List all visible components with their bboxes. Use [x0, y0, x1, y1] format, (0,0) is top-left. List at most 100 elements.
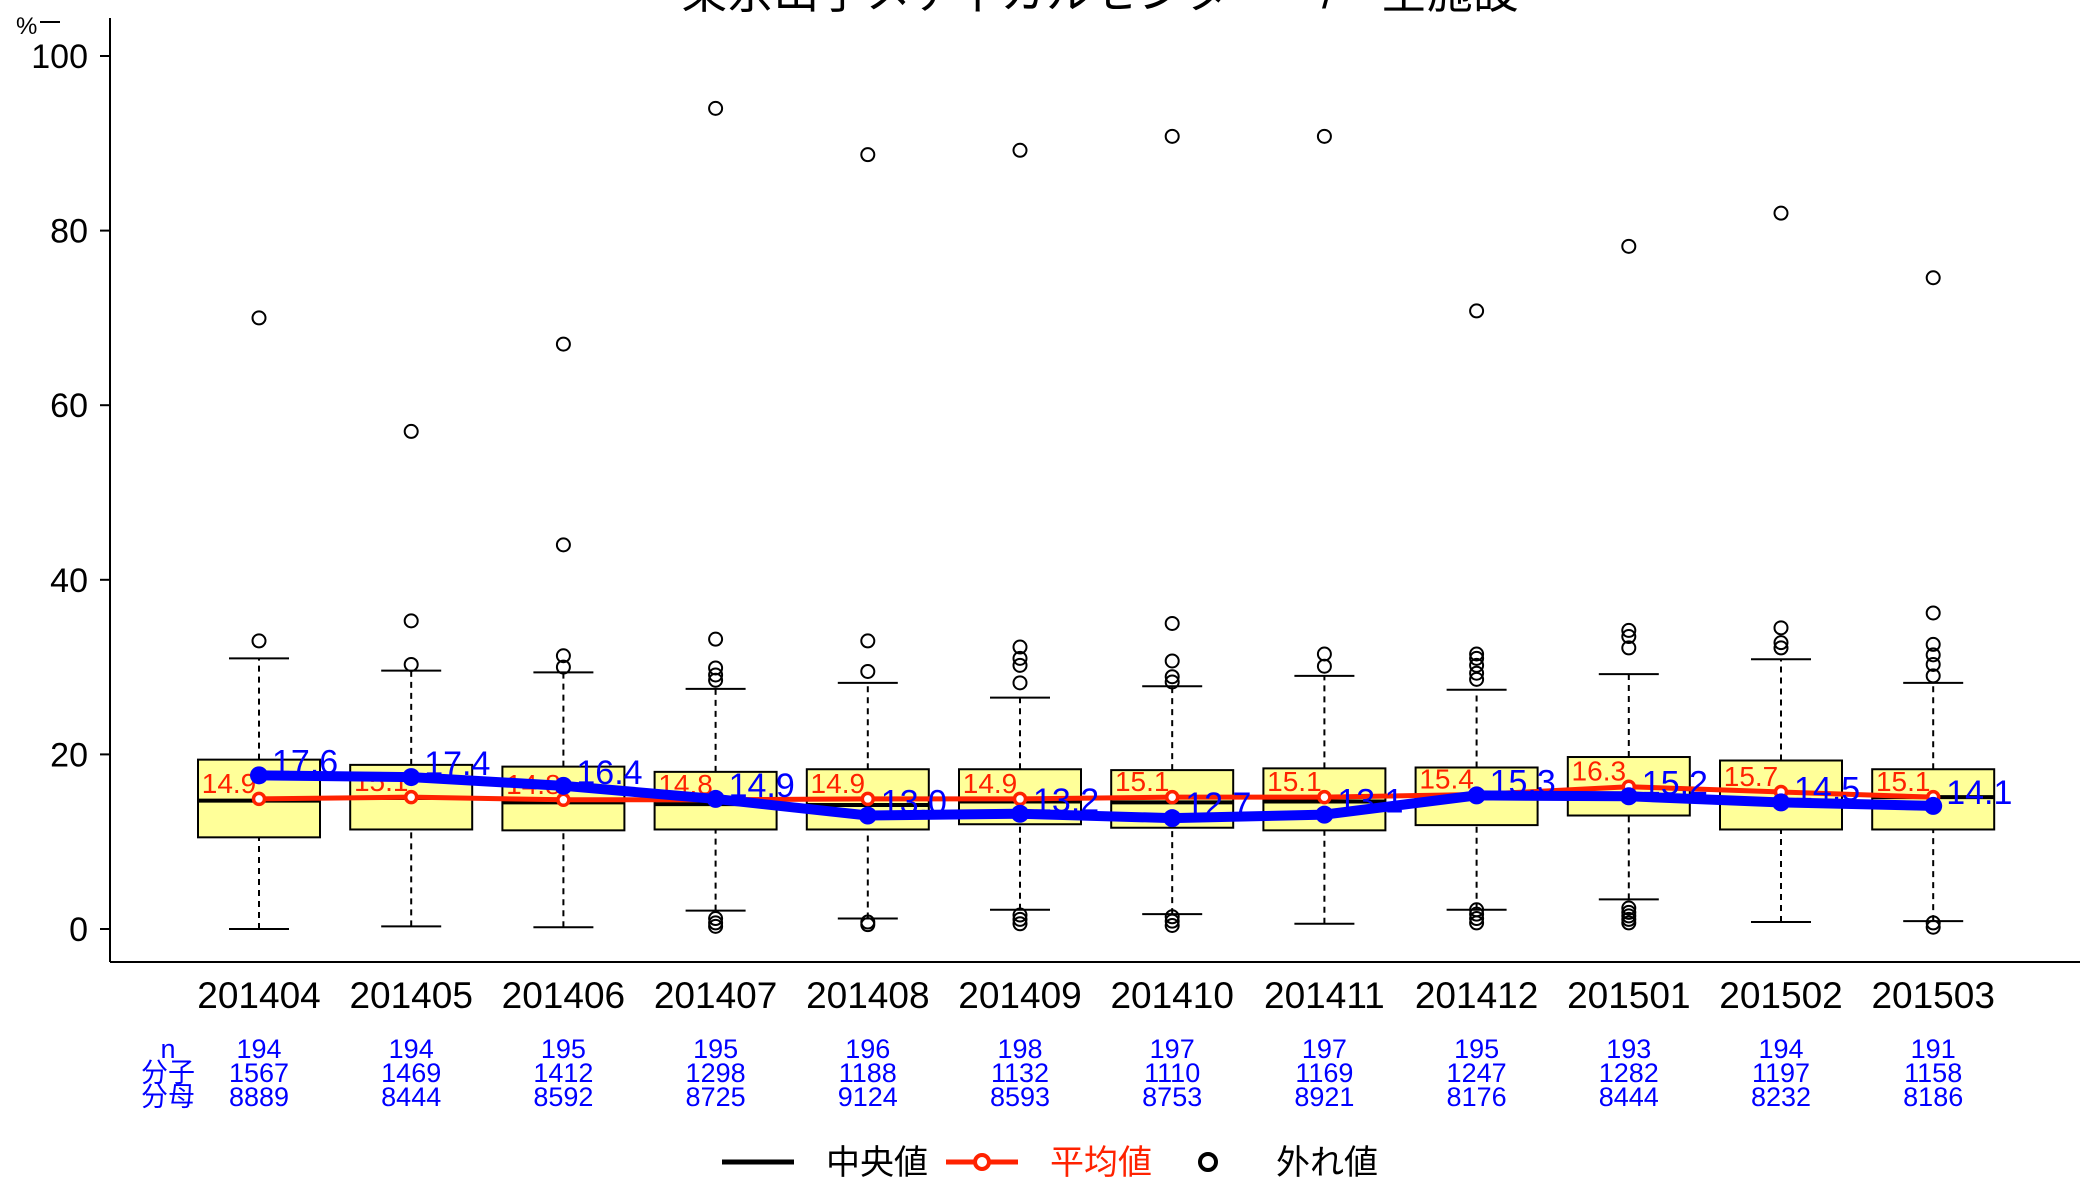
legend-outlier-marker [1198, 1152, 1218, 1172]
table-cell-n: 195 [693, 1034, 738, 1064]
facility-point [858, 806, 877, 825]
x-tick-label: 201404 [197, 975, 320, 1016]
mean-value-label: 15.4 [1419, 764, 1474, 795]
table-cell-n: 197 [1150, 1034, 1195, 1064]
outlier-point [708, 631, 724, 647]
x-tick-label: 201407 [654, 975, 777, 1016]
facility-point [1924, 796, 1943, 815]
facility-point [1467, 786, 1486, 805]
outlier-point [555, 537, 571, 553]
x-tick-label: 201405 [349, 975, 472, 1016]
mean-line [258, 784, 1934, 803]
legend: 中央値 平均値 外れ値 [722, 1144, 1378, 1180]
outlier-point [1316, 128, 1332, 144]
outlier-point [1469, 650, 1485, 666]
outlier-point [1621, 640, 1637, 656]
chart-title: 東京山手メディカルセンター / 全施設 [681, 0, 1519, 18]
table-cell-numerator: 1169 [1295, 1058, 1353, 1088]
table-cell-numerator: 1110 [1144, 1058, 1200, 1088]
outlier-point [1773, 205, 1789, 221]
axes: 0 20 40 60 80 100 201404 201405 201406 201407 2014… [31, 18, 2080, 1016]
mean-value-label: 14.9 [963, 768, 1018, 799]
mean-value-label: 15.7 [1724, 761, 1779, 792]
table-cell-denominator: 8592 [533, 1082, 593, 1112]
x-tick-label: 201411 [1264, 975, 1385, 1016]
outlier-point [1773, 620, 1789, 636]
outlier-point [1316, 646, 1332, 662]
table-cell-denominator: 8753 [1142, 1082, 1202, 1112]
box-201412 [1414, 303, 1539, 931]
table-cell-numerator: 1298 [686, 1058, 746, 1088]
outlier-point [1925, 647, 1941, 663]
table-cell-numerator: 1132 [991, 1058, 1049, 1088]
facility-value-label: 16.4 [576, 754, 642, 792]
y-tick-label: 40 [50, 562, 88, 600]
box-201502 [1719, 205, 1843, 924]
mean-value-label: 14.9 [202, 768, 257, 799]
outlier-point [1012, 650, 1028, 666]
outlier-point [1012, 639, 1028, 655]
x-tick-label: 201406 [502, 975, 625, 1016]
outlier-point [555, 659, 571, 675]
outlier-point [1621, 629, 1637, 645]
y-axis-unit: % [16, 13, 37, 40]
outlier-point [1012, 911, 1028, 927]
outlier-point [708, 911, 724, 927]
mean-point [403, 789, 419, 805]
mean-point [860, 791, 876, 807]
facility-point [1619, 787, 1638, 806]
facility-value-label: 13.0 [881, 784, 947, 822]
table-cell-denominator: 8176 [1447, 1082, 1507, 1112]
table-cell-denominator: 8186 [1903, 1082, 1963, 1112]
outlier-point [1012, 675, 1028, 691]
table-cell-n: 193 [1606, 1034, 1651, 1064]
table-cell-numerator: 1412 [533, 1058, 593, 1088]
table-cell-denominator: 8232 [1751, 1082, 1811, 1112]
outlier-point [708, 660, 724, 676]
outlier-point [1469, 911, 1485, 927]
outlier-point [860, 147, 876, 163]
outlier-point [860, 663, 876, 679]
mean-point [251, 791, 267, 807]
table-cell-denominator: 8444 [381, 1082, 441, 1112]
table-cell-denominator: 8889 [229, 1082, 289, 1112]
table-cell-denominator: 9124 [838, 1082, 898, 1112]
outlier-point [1316, 658, 1332, 674]
outlier-point [1164, 913, 1180, 929]
outlier-point [1469, 902, 1485, 918]
table-cell-n: 194 [389, 1034, 434, 1064]
facility-value-label: 17.6 [272, 743, 338, 781]
outlier-point [708, 915, 724, 931]
outlier-point [251, 633, 267, 649]
outlier-point [1925, 656, 1941, 672]
outlier-point [1164, 669, 1180, 685]
table-cell-numerator: 1469 [381, 1058, 441, 1088]
facility-point [250, 766, 268, 785]
facility-point [706, 789, 725, 808]
table-cell-numerator: 1197 [1752, 1058, 1810, 1088]
box-201501 [1566, 238, 1691, 931]
y-tick-label: 20 [50, 736, 88, 774]
outlier-point [1925, 915, 1941, 931]
table-cell-numerator: 1282 [1599, 1058, 1659, 1088]
y-tick-label: 80 [50, 213, 88, 251]
table-cell-denominator: 8725 [686, 1082, 746, 1112]
outlier-point [1925, 636, 1941, 652]
outlier-point [1925, 605, 1941, 621]
table-cell-n: 196 [845, 1034, 890, 1064]
table-cell-denominator: 8593 [990, 1082, 1050, 1112]
x-tick-label: 201410 [1110, 975, 1233, 1016]
outlier-point [403, 423, 419, 439]
mean-value-label: 15.1 [1876, 766, 1931, 797]
y-tick-label: 0 [69, 911, 88, 949]
outlier-point [860, 633, 876, 649]
legend-mean-marker [973, 1153, 991, 1171]
outlier-point [1164, 653, 1180, 669]
outlier-point [1164, 674, 1180, 690]
legend-outlier-label: 外れ値 [1276, 1144, 1378, 1180]
facility-value-label: 15.2 [1642, 764, 1708, 802]
x-tick-label: 201501 [1567, 975, 1690, 1016]
y-tick-label: 100 [31, 38, 88, 76]
outlier-point [1469, 665, 1485, 681]
